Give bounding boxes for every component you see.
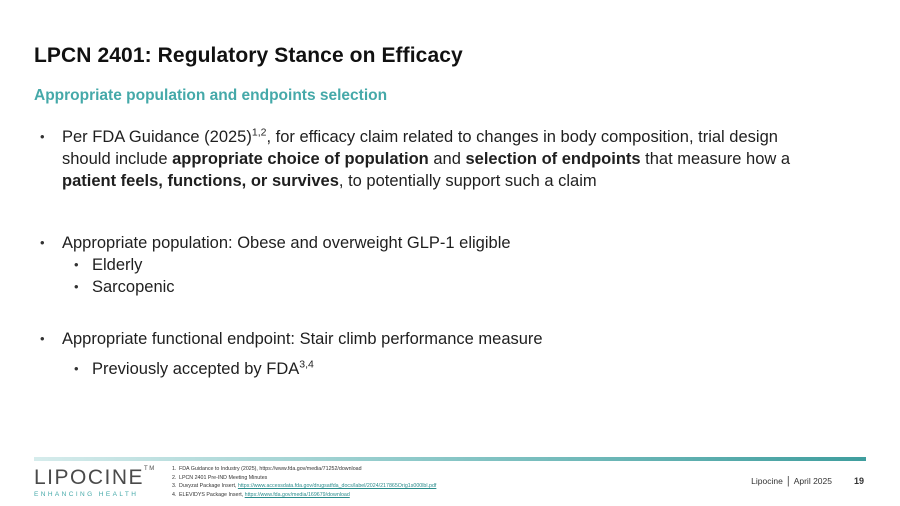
sub-bullet-sarcopenic: Sarcopenic (40, 276, 830, 298)
sub-bullet-text: Previously accepted by FDA (92, 360, 300, 378)
reference-item: 3. Duvyzat Package Insert, https://www.ac… (172, 483, 437, 490)
reference-link[interactable]: https://www.fda.gov/media/169679/downloa… (244, 491, 350, 498)
references-list: 1. FDA Guidance to Industry (2025), https… (172, 465, 436, 499)
reference-item: 2. LPCN 2401 Pre-IND Meeting Minutes (172, 474, 268, 481)
sub-bullet-text: Sarcopenic (92, 278, 175, 296)
bullet-text: that measure how a (640, 150, 791, 168)
bold-phrase: selection of endpoints (465, 150, 641, 168)
citation-superscript: 1,2 (251, 126, 267, 139)
footer-meta: Lipocine | April 2025 19 (751, 475, 864, 487)
footer-date: April 2025 (793, 476, 832, 486)
bullet-text: Per FDA Guidance (2025) (62, 128, 252, 146)
company-logo: LIPOCINETM ENHANCING HEALTH (34, 466, 156, 498)
sub-bullet-text: Elderly (92, 256, 143, 274)
bullet-population: Appropriate population: Obese and overwe… (40, 232, 830, 254)
reference-item: 4. ELEVIDYS Package Insert, https://www.f… (172, 491, 350, 498)
citation-superscript: 3,4 (299, 358, 314, 371)
bullet-fda-guidance: Per FDA Guidance (2025)1,2, for efficacy… (40, 126, 830, 192)
slide-title: LPCN 2401: Regulatory Stance on Efficacy (34, 44, 463, 67)
bold-phrase: appropriate choice of population (172, 150, 429, 168)
sub-bullet-elderly: Elderly (40, 254, 830, 276)
bullet-endpoint: Appropriate functional endpoint: Stair c… (40, 328, 830, 350)
bullet-text: Appropriate functional endpoint: Stair c… (62, 330, 543, 348)
trademark-mark: TM (144, 466, 156, 472)
page-number: 19 (853, 476, 864, 486)
footer-divider (34, 457, 866, 461)
bullet-text: , for efficacy claim related to changes … (62, 128, 778, 168)
logo-wordmark: LIPOCINE (34, 466, 145, 489)
slide-body: Per FDA Guidance (2025)1,2, for efficacy… (40, 126, 830, 380)
bullet-text: Appropriate population: Obese and overwe… (62, 234, 511, 252)
bullet-text: , to potentially support such a claim (338, 172, 597, 190)
reference-item: 1. FDA Guidance to Industry (2025), https… (172, 466, 362, 472)
sub-bullet-fda-accepted: Previously accepted by FDA3,4 (40, 358, 830, 380)
footer-company: Lipocine (751, 476, 783, 486)
footer-separator: | (786, 475, 790, 487)
bold-phrase: patient feels, functions, or survives (62, 172, 339, 190)
reference-link[interactable]: https://www.accessdata.fda.gov/drugsatfd… (237, 483, 437, 490)
slide-subtitle: Appropriate population and endpoints sel… (34, 87, 388, 104)
logo-tagline: ENHANCING HEALTH (34, 491, 139, 498)
bullet-text: and (428, 150, 466, 168)
